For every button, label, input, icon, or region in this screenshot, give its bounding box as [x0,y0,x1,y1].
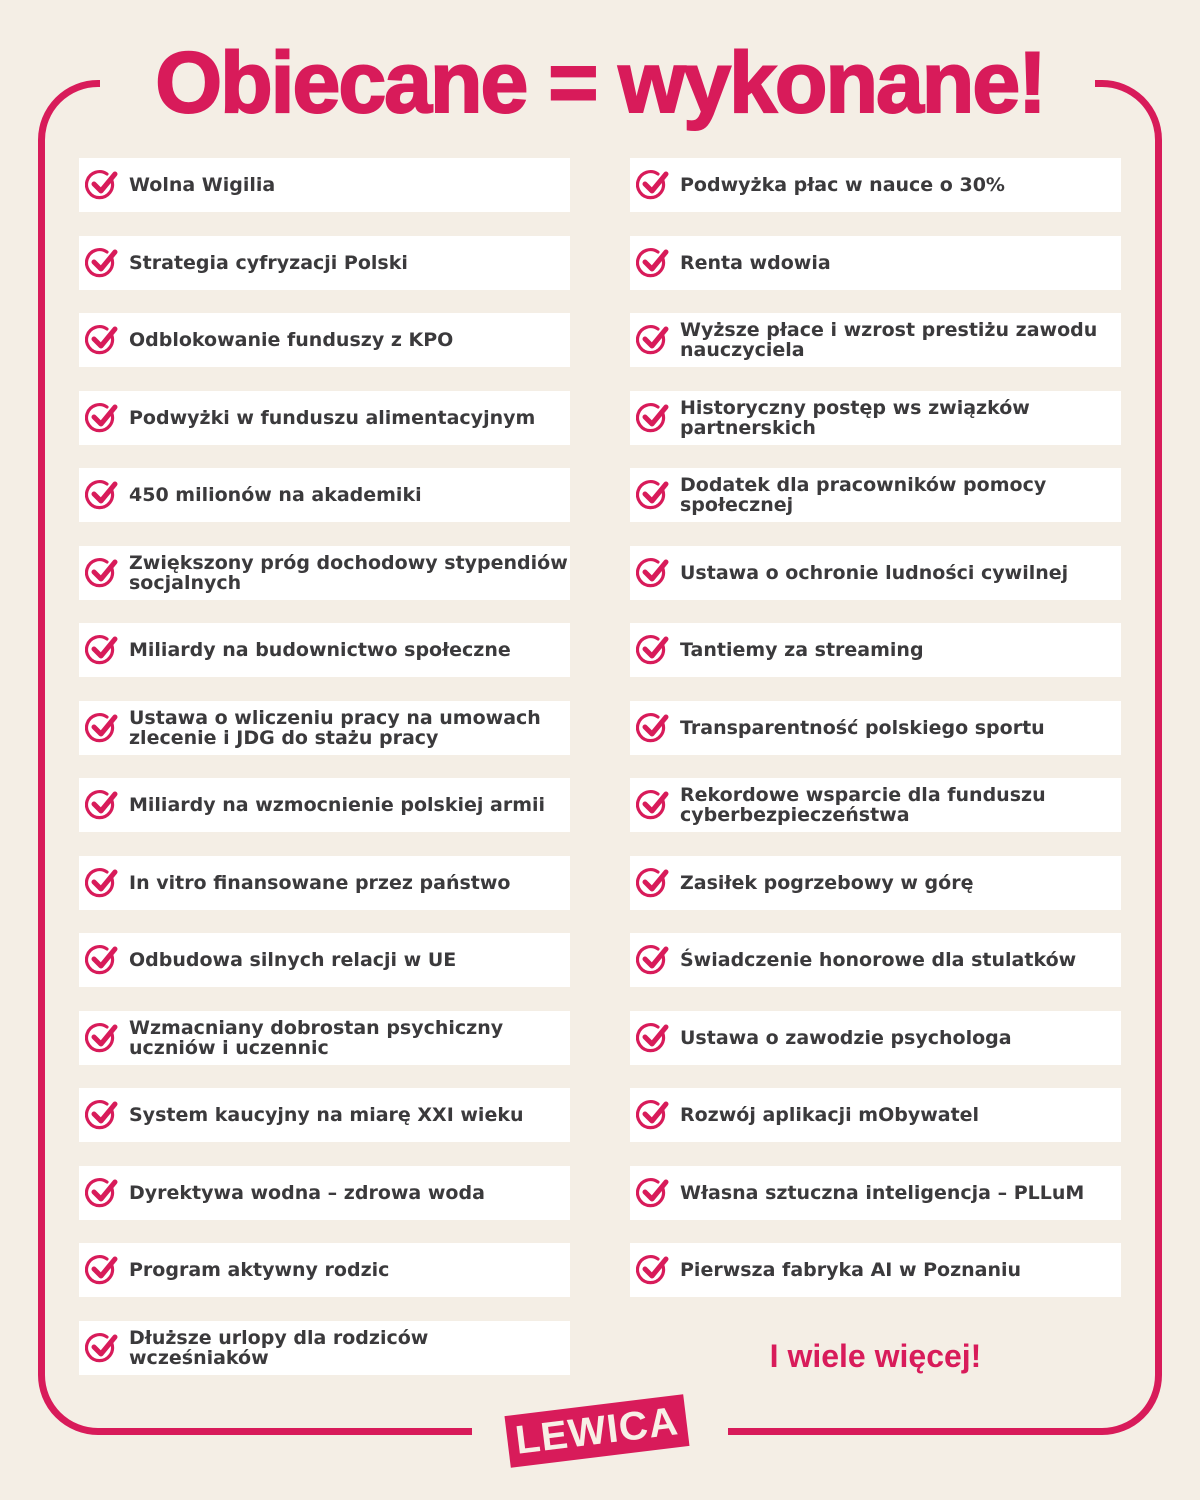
list-item: Ustawa o zawodzie psychologa [630,1010,1121,1065]
check-circle-icon [635,323,670,357]
check-circle-icon [84,1176,119,1210]
check-circle-icon [84,246,119,280]
item-label: Ustawa o wliczeniu pracy na umowach zlec… [129,706,541,749]
list-item: Ustawa o wliczeniu pracy na umowach zlec… [79,700,570,755]
list-item: Zasiłek pogrzebowy w górę [630,855,1121,910]
list-item: Wyższe płace i wzrost prestiżu zawodu na… [630,313,1121,367]
frame-gap-top [100,70,1095,94]
list-item: System kaucyjny na miarę XXI wieku [79,1088,570,1142]
page-title: Obiecane = wykonane! [154,34,1048,132]
list-item: Tantiemy za streaming [630,623,1121,677]
list-item: Historyczny postęp ws związków partnersk… [630,390,1121,445]
item-label: Wzmacniany dobrostan psychiczny uczniów … [129,1016,504,1059]
check-circle-icon [635,711,670,745]
item-label: Ustawa o ochronie ludności cywilnej [680,561,1069,584]
list-item: Transparentność polskiego sportu [630,700,1121,755]
check-circle-icon [635,866,670,900]
item-label: Pierwsza fabryka AI w Poznaniu [680,1259,1022,1281]
check-circle-icon [635,401,670,435]
list-item: Pierwsza fabryka AI w Poznaniu [630,1243,1121,1297]
check-circle-icon [84,1253,119,1287]
list-item: Świadczenie honorowe dla stulatków [630,933,1121,987]
item-label: Strategia cyfryzacji Polski [129,251,408,274]
check-circle-icon [84,168,119,202]
list-item: Miliardy na budownictwo społeczne [79,623,570,677]
item-label: Rekordowe wsparcie dla funduszu cyberbez… [680,784,1046,826]
list-item: Dodatek dla pracowników pomocy społeczne… [630,468,1121,522]
check-circle-icon [635,478,670,512]
left-column: Wolna Wigilia Strategia cyfryzacji Polski… [79,158,570,1398]
list-item: Renta wdowia [630,235,1121,290]
right-column: Podwyżka płac w nauce o 30% Renta wdowia W… [630,158,1121,1321]
list-item: Program aktywny rodzic [79,1243,570,1297]
item-label: Odblokowanie funduszy z KPO [129,329,454,351]
list-item: In vitro finansowane przez państwo [79,855,570,910]
list-item: 450 milionów na akademiki [79,468,570,522]
list-item: Podwyżka płac w nauce o 30% [630,158,1121,212]
check-circle-icon [84,478,119,512]
check-circle-icon [635,1021,670,1055]
item-label: 450 milionów na akademiki [129,484,422,506]
check-circle-icon [635,943,670,977]
list-item: Odbudowa silnych relacji w UE [79,933,570,987]
check-circle-icon [84,866,119,900]
check-circle-icon [84,401,119,435]
item-label: Podwyżki w funduszu alimentacyjnym [129,406,536,429]
list-item: Odblokowanie funduszy z KPO [79,313,570,367]
item-label: Własna sztuczna inteligencja – PLLuM [680,1181,1085,1204]
list-item: Zwiększony próg dochodowy stypendiów soc… [79,545,570,600]
item-label: Odbudowa silnych relacji w UE [129,949,457,971]
item-label: System kaucyjny na miarę XXI wieku [129,1104,524,1126]
list-item: Własna sztuczna inteligencja – PLLuM [630,1165,1121,1220]
item-label: Świadczenie honorowe dla stulatków [680,949,1077,971]
item-label: Dodatek dla pracowników pomocy społeczne… [680,474,1047,516]
check-circle-icon [84,1331,119,1365]
item-label: In vitro finansowane przez państwo [129,871,511,894]
item-label: Rozwój aplikacji mObywatel [680,1104,980,1126]
list-item: Wzmacniany dobrostan psychiczny uczniów … [79,1010,570,1065]
list-item: Rekordowe wsparcie dla funduszu cyberbez… [630,778,1121,832]
item-label: Program aktywny rodzic [129,1259,390,1281]
item-label: Dłuższe urlopy dla rodziców wcześniaków [129,1326,429,1369]
check-circle-icon [84,1021,119,1055]
item-label: Miliardy na wzmocnienie polskiej armii [129,794,546,816]
item-label: Podwyżka płac w nauce o 30% [680,174,1005,196]
check-circle-icon [84,323,119,357]
list-item: Podwyżki w funduszu alimentacyjnym [79,390,570,445]
list-item: Wolna Wigilia [79,158,570,212]
list-item: Dłuższe urlopy dla rodziców wcześniaków [79,1320,570,1375]
check-circle-icon [84,633,119,667]
check-circle-icon [84,1098,119,1132]
item-label: Zwiększony próg dochodowy stypendiów soc… [129,551,568,594]
check-circle-icon [635,1176,670,1210]
item-label: Zasiłek pogrzebowy w górę [680,871,974,894]
check-circle-icon [84,943,119,977]
more-text: I wiele więcej! [769,1338,982,1374]
item-label: Wyższe płace i wzrost prestiżu zawodu na… [680,319,1098,361]
check-circle-icon [635,633,670,667]
check-circle-icon [635,168,670,202]
item-label: Renta wdowia [680,251,831,274]
item-label: Dyrektywa wodna – zdrowa woda [129,1181,485,1204]
check-circle-icon [84,711,119,745]
list-item: Ustawa o ochronie ludności cywilnej [630,545,1121,600]
list-item: Miliardy na wzmocnienie polskiej armii [79,778,570,832]
list-item: Dyrektywa wodna – zdrowa woda [79,1165,570,1220]
check-circle-icon [635,246,670,280]
list-item: Strategia cyfryzacji Polski [79,235,570,290]
item-label: Ustawa o zawodzie psychologa [680,1026,1012,1049]
list-item: Rozwój aplikacji mObywatel [630,1088,1121,1142]
check-circle-icon [84,556,119,590]
item-label: Wolna Wigilia [129,174,276,196]
item-label: Tantiemy za streaming [680,639,924,661]
item-label: Miliardy na budownictwo społeczne [129,639,511,661]
item-label: Historyczny postęp ws związków partnersk… [680,396,1030,439]
check-circle-icon [635,1253,670,1287]
item-label: Transparentność polskiego sportu [680,716,1045,739]
check-circle-icon [635,556,670,590]
check-circle-icon [84,788,119,822]
check-circle-icon [635,788,670,822]
check-circle-icon [635,1098,670,1132]
